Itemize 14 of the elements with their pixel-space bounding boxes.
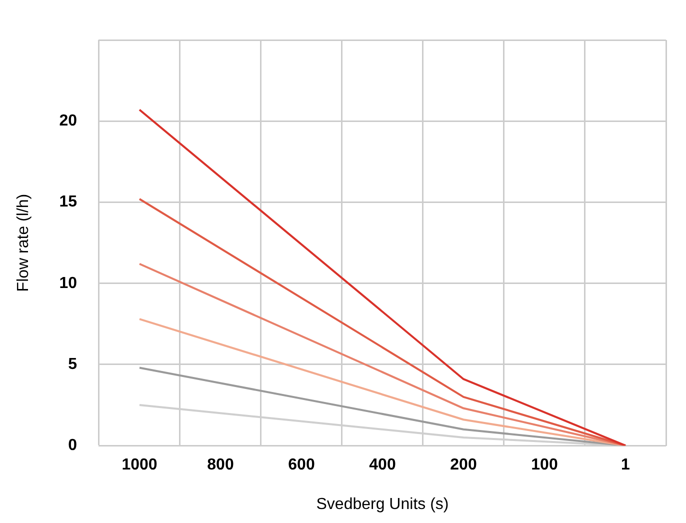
y-tick-label: 15 [59,194,78,211]
x-tick-label: 600 [288,456,315,474]
y-tick-label: 5 [68,356,78,373]
x-tick-label: 800 [207,456,234,474]
x-axis-title: Svedberg Units (s) [316,496,449,513]
y-tick-label: 0 [68,437,78,454]
x-tick-label: 400 [369,456,396,474]
y-tick-label: 20 [59,112,78,130]
x-tick-label: 1 [621,456,630,474]
x-tick-label: 100 [531,456,558,474]
x-tick-label: 1000 [122,456,158,474]
y-axis-title: Flow rate (l/h) [15,194,32,292]
y-tick-label: 10 [59,274,78,292]
x-tick-label: 200 [450,456,477,474]
